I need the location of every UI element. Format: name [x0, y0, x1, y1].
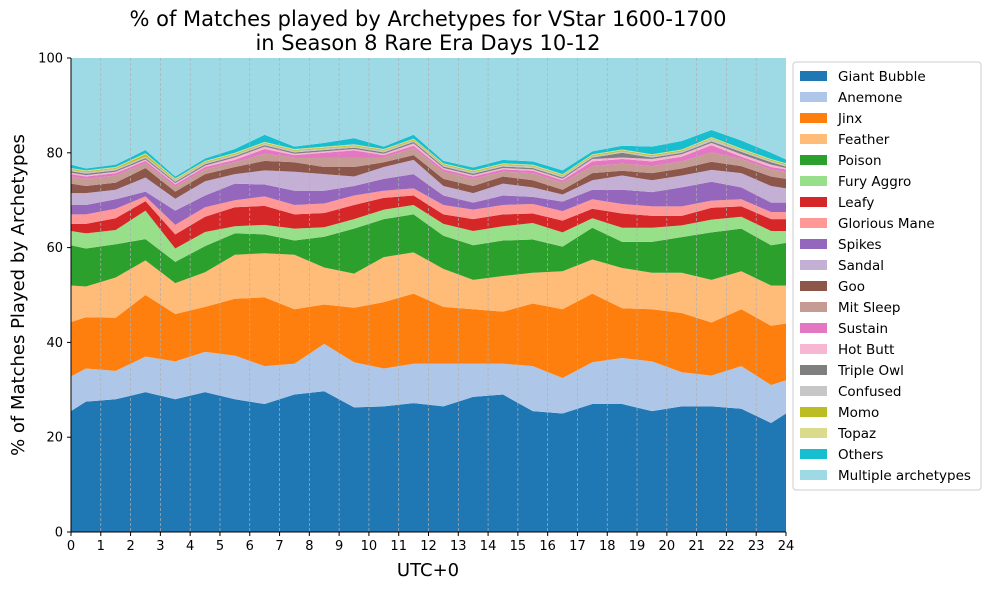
legend-label-mit-sleep: Mit Sleep	[838, 300, 900, 316]
chart-title-line-2: in Season 8 Rare Era Days 10-12	[255, 31, 600, 55]
x-tick-label: 10	[361, 539, 378, 554]
area-multiple-archetypes	[71, 58, 786, 177]
x-tick-label: 9	[335, 539, 343, 554]
x-tick-label: 8	[305, 539, 313, 554]
legend-label-jinx: Jinx	[837, 111, 862, 127]
legend-swatch-jinx	[800, 113, 827, 123]
legend-swatch-mit-sleep	[800, 302, 827, 312]
area-topaz	[71, 137, 786, 180]
legend-swatch-glorious-mane	[800, 218, 827, 228]
x-tick-label: 23	[748, 539, 765, 554]
legend-swatch-hot-butt	[800, 344, 827, 354]
legend-label-sustain: Sustain	[838, 321, 888, 337]
y-tick-label: 60	[46, 241, 63, 256]
area-others	[71, 130, 786, 179]
legend-swatch-feather	[800, 134, 827, 144]
legend-label-giant-bubble: Giant Bubble	[838, 69, 926, 85]
legend-swatch-spikes	[800, 239, 827, 249]
x-tick-label: 3	[156, 539, 164, 554]
legend-label-multiple-archetypes: Multiple archetypes	[838, 468, 971, 484]
y-tick-label: 80	[46, 146, 63, 161]
legend-label-sandal: Sandal	[838, 258, 884, 274]
legend: Giant Bubble Anemone Jinx Feather Poison Fury…	[792, 61, 982, 491]
x-tick-label: 0	[67, 539, 75, 554]
x-tick-label: 4	[186, 539, 194, 554]
legend-swatch-sustain	[800, 323, 827, 333]
y-tick-label: 20	[46, 431, 63, 446]
legend-label-fury-aggro: Fury Aggro	[838, 174, 911, 190]
x-tick-label: 11	[390, 539, 407, 554]
legend-label-feather: Feather	[838, 132, 890, 148]
legend-label-anemone: Anemone	[838, 90, 902, 106]
x-tick-label: 13	[450, 539, 467, 554]
x-tick-label: 12	[420, 539, 437, 554]
area-sandal	[71, 159, 786, 211]
legend-swatch-momo	[800, 407, 827, 417]
area-giant-bubble	[71, 391, 786, 532]
area-spikes	[71, 174, 786, 225]
legend-label-hot-butt: Hot Butt	[838, 342, 894, 358]
legend-swatch-triple-owl	[800, 365, 827, 375]
legend-label-triple-owl: Triple Owl	[837, 363, 904, 379]
area-fury-aggro	[71, 204, 786, 262]
legend-label-goo: Goo	[838, 279, 865, 295]
y-axis-label: % of Matches Played by Archetypes	[8, 134, 29, 456]
legend-items: Giant Bubble Anemone Jinx Feather Poison Fury…	[800, 69, 971, 484]
x-tick-label: 22	[718, 539, 735, 554]
legend-swatch-topaz	[800, 428, 827, 438]
x-tick-label: 1	[97, 539, 105, 554]
x-tick-label: 19	[629, 539, 646, 554]
area-goo	[71, 155, 786, 199]
grid-lines	[100, 58, 757, 532]
x-tick-label: 18	[599, 539, 616, 554]
x-tick-label: 21	[688, 539, 705, 554]
x-tick-label: 2	[126, 539, 134, 554]
y-tick-label: 40	[46, 336, 63, 351]
legend-label-poison: Poison	[838, 153, 882, 169]
x-tick-label: 6	[246, 539, 254, 554]
legend-label-topaz: Topaz	[837, 426, 876, 442]
y-tick-label: 0	[55, 526, 63, 541]
legend-swatch-giant-bubble	[800, 71, 827, 81]
legend-swatch-sandal	[800, 260, 827, 270]
x-tick-label: 17	[569, 539, 586, 554]
legend-label-confused: Confused	[838, 384, 901, 400]
legend-swatch-anemone	[800, 92, 827, 102]
x-tick-label: 20	[659, 539, 676, 554]
legend-swatch-multiple-archetypes	[800, 470, 827, 480]
x-tick-label: 16	[539, 539, 556, 554]
x-axis-label: UTC+0	[397, 560, 459, 581]
y-tick-label: 100	[38, 52, 63, 67]
x-tick-label: 5	[216, 539, 224, 554]
x-tick-label: 15	[510, 539, 527, 554]
chart-title-line-1: % of Matches played by Archetypes for VS…	[130, 7, 727, 31]
legend-label-spikes: Spikes	[838, 237, 882, 253]
legend-label-glorious-mane: Glorious Mane	[838, 216, 935, 232]
legend-label-others: Others	[838, 447, 883, 463]
legend-label-momo: Momo	[838, 405, 879, 421]
legend-swatch-others	[800, 449, 827, 459]
x-tick-label: 24	[778, 539, 795, 554]
area-triple-owl	[71, 141, 786, 184]
x-tick-label: 14	[480, 539, 497, 554]
legend-swatch-leafy	[800, 197, 827, 207]
legend-swatch-fury-aggro	[800, 176, 827, 186]
legend-frame	[792, 61, 982, 491]
x-tick-label: 7	[275, 539, 283, 554]
legend-swatch-goo	[800, 281, 827, 291]
legend-swatch-poison	[800, 155, 827, 165]
legend-swatch-confused	[800, 386, 827, 396]
legend-label-leafy: Leafy	[838, 195, 874, 211]
x-axis-ticks: 0 1 2 3 4 5 6 7 8 9 10 11 12 13 14 15 16 17 18 19 20 21 22 23 24	[67, 532, 794, 554]
y-axis-ticks: 0 20 40 60 80 100	[38, 52, 71, 541]
